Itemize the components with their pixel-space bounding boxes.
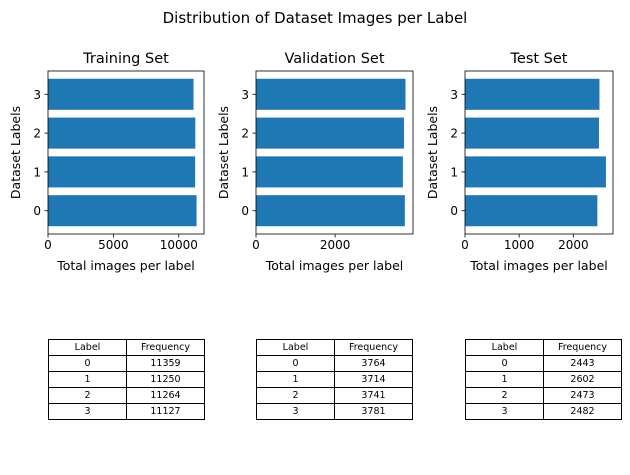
cell-label: 3 — [465, 403, 544, 420]
bar-label-0 — [465, 195, 598, 227]
validation-frequency-table: Label Frequency 0 3764 1 3714 2 3741 3 3… — [256, 339, 413, 420]
cell-frequency: 11250 — [126, 371, 205, 388]
y-axis-label: Dataset Labels — [425, 106, 440, 199]
cell-label: 2 — [465, 387, 544, 404]
bar-label-0 — [48, 195, 197, 227]
cell-frequency: 11359 — [126, 355, 205, 372]
figure-title: Distribution of Dataset Images per Label — [163, 9, 468, 27]
y-tick-label: 1 — [33, 165, 41, 179]
x-tick-label: 5000 — [98, 238, 129, 252]
cell-frequency: 3741 — [334, 387, 413, 404]
cell-label: 1 — [465, 371, 544, 388]
cell-frequency: 3714 — [334, 371, 413, 388]
column-header-label: Label — [256, 339, 335, 356]
y-tick-label: 0 — [241, 204, 249, 218]
cell-label: 0 — [256, 355, 335, 372]
table-row: 3 2482 — [465, 403, 622, 420]
x-tick-label: 0 — [252, 238, 260, 252]
bar-label-3 — [48, 78, 194, 110]
bar-label-0 — [256, 195, 405, 227]
test-set-chart: 0 1000 2000 0 1 2 3 Test Set Total images per la… — [425, 51, 614, 273]
table-row: 2 3741 — [256, 387, 413, 404]
table-row: 0 11359 — [48, 355, 205, 372]
x-tick-label: 0 — [461, 238, 469, 252]
table-row: 1 3714 — [256, 371, 413, 388]
table-row: 0 3764 — [256, 355, 413, 372]
cell-frequency: 2473 — [543, 387, 622, 404]
table-row: 3 3781 — [256, 403, 413, 420]
bar-label-3 — [465, 78, 600, 110]
column-header-frequency: Frequency — [543, 339, 622, 356]
cell-frequency: 2443 — [543, 355, 622, 372]
cell-frequency: 2602 — [543, 371, 622, 388]
table-row: 0 2443 — [465, 355, 622, 372]
table-header-row: Label Frequency — [256, 339, 413, 356]
cell-frequency: 11127 — [126, 403, 205, 420]
table-header-row: Label Frequency — [465, 339, 622, 356]
cell-label: 2 — [48, 387, 127, 404]
table-row: 2 2473 — [465, 387, 622, 404]
table-row: 2 11264 — [48, 387, 205, 404]
table-row: 1 11250 — [48, 371, 205, 388]
cell-label: 1 — [48, 371, 127, 388]
y-axis-label: Dataset Labels — [216, 106, 231, 199]
y-tick-label: 0 — [450, 204, 458, 218]
y-tick-label: 3 — [241, 88, 249, 102]
cell-label: 0 — [465, 355, 544, 372]
bar-label-1 — [256, 156, 403, 188]
y-tick-label: 1 — [241, 165, 249, 179]
bar-label-2 — [256, 117, 404, 149]
table-row: 3 11127 — [48, 403, 205, 420]
y-tick-label: 1 — [450, 165, 458, 179]
y-tick-label: 2 — [450, 127, 458, 141]
cell-frequency: 3781 — [334, 403, 413, 420]
chart-title: Training Set — [82, 51, 169, 67]
training-set-chart: 0 5000 10000 0 1 2 3 Training Set Total images p… — [8, 51, 205, 273]
bar-label-1 — [465, 156, 606, 188]
training-frequency-table: Label Frequency 0 11359 1 11250 2 11264 … — [48, 339, 205, 420]
table-row: 1 2602 — [465, 371, 622, 388]
column-header-frequency: Frequency — [126, 339, 205, 356]
chart-title: Test Set — [510, 51, 568, 67]
cell-label: 3 — [48, 403, 127, 420]
test-frequency-table: Label Frequency 0 2443 1 2602 2 2473 3 2… — [465, 339, 622, 420]
axes-frame — [47, 70, 205, 235]
column-header-label: Label — [48, 339, 127, 356]
cell-label: 1 — [256, 371, 335, 388]
y-tick-label: 3 — [33, 88, 41, 102]
axes-frame — [255, 70, 414, 235]
x-tick-label: 0 — [44, 238, 52, 252]
column-header-frequency: Frequency — [334, 339, 413, 356]
y-tick-label: 2 — [241, 127, 249, 141]
table-header-row: Label Frequency — [48, 339, 205, 356]
column-header-label: Label — [465, 339, 544, 356]
y-axis-label: Dataset Labels — [8, 106, 23, 199]
x-axis-label: Total images per label — [56, 258, 195, 273]
x-tick-label: 10000 — [160, 238, 198, 252]
cell-label: 2 — [256, 387, 335, 404]
y-tick-label: 2 — [33, 127, 41, 141]
y-tick-label: 0 — [33, 204, 41, 218]
cell-frequency: 2482 — [543, 403, 622, 420]
validation-set-chart: 0 2000 0 1 2 3 Validation Set Total images per … — [216, 51, 414, 273]
cell-frequency: 3764 — [334, 355, 413, 372]
axes-frame — [464, 70, 614, 235]
cell-frequency: 11264 — [126, 387, 205, 404]
bar-label-2 — [48, 117, 196, 149]
bar-label-3 — [256, 78, 406, 110]
x-axis-label: Total images per label — [469, 258, 608, 273]
bar-label-2 — [465, 117, 599, 149]
chart-title: Validation Set — [284, 51, 384, 67]
cell-label: 0 — [48, 355, 127, 372]
x-axis-label: Total images per label — [265, 258, 404, 273]
x-tick-label: 1000 — [504, 238, 535, 252]
x-tick-label: 2000 — [320, 238, 351, 252]
x-tick-label: 2000 — [558, 238, 589, 252]
cell-label: 3 — [256, 403, 335, 420]
y-tick-label: 3 — [450, 88, 458, 102]
bar-label-1 — [48, 156, 196, 188]
